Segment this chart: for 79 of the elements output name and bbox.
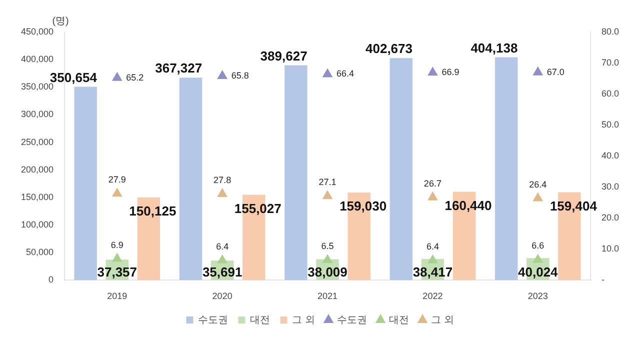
data-label: 27.1 [318,177,336,188]
data-label: 37,357 [97,264,138,280]
bar [179,78,202,280]
y-tick-label: 250,000 [20,136,54,147]
y2-tick-label: 50.0 [601,120,620,130]
data-label: 160,440 [444,198,492,213]
y2-tick-label: 40.0 [601,150,620,161]
data-label: 66.4 [336,68,354,79]
point [112,72,122,81]
data-label: 40,024 [518,264,559,280]
legend-label: 수도권 [337,314,367,326]
y2-tick-label: 80.0 [601,26,620,36]
y2-tick-label: 20.0 [601,212,620,223]
y-tick-label: 300,000 [20,109,54,120]
data-label: 38,417 [412,264,453,280]
point [112,253,122,262]
data-label: 367,327 [155,60,202,76]
data-label: 27.9 [108,174,126,185]
y-tick-label: 150,000 [20,192,54,202]
y2-tick-label: 60.0 [601,88,620,99]
x-tick-label: 2023 [528,291,548,302]
legend-label: 그 외 [292,314,316,326]
x-tick-label: 2020 [212,291,232,302]
legend-label: 대전 [250,314,270,326]
legend-label: 대전 [389,314,409,326]
x-tick-label: 2019 [107,291,128,302]
data-label: 159,030 [340,198,387,214]
y2-tick-label: 70.0 [601,58,620,68]
point [322,68,332,78]
legend-label: 수도권 [198,314,228,326]
y-tick-label: 450,000 [20,26,54,36]
data-label: 6.4 [426,241,439,252]
data-label: 402,673 [366,41,412,56]
y-tick-label: 200,000 [20,164,54,174]
y-tick-label: 0 [48,274,54,285]
data-label: 66.9 [442,67,460,78]
data-label: 6.4 [216,241,229,252]
data-label: 6.6 [532,240,544,251]
point [428,67,438,76]
x-tick-label: 2021 [317,291,338,302]
data-label: 38,009 [308,264,348,280]
bar [390,58,412,280]
point [217,254,228,264]
legend-label: 그 외 [431,314,454,326]
point [533,192,543,202]
point [322,190,332,200]
y2-tick-label: 30.0 [601,182,620,192]
data-label: 404,138 [470,40,518,56]
data-label: 6.5 [321,241,334,252]
bar [494,57,518,280]
data-label: 67.0 [546,66,564,77]
point [428,192,438,200]
bar [74,86,97,280]
data-label: 35,691 [202,264,242,280]
y-tick-label: 400,000 [20,54,54,64]
x-tick-label: 2022 [422,291,443,302]
data-label: 389,627 [260,48,308,64]
data-label: 150,125 [129,203,176,218]
data-label: 26.7 [424,178,442,188]
point [112,188,122,197]
data-label: 65.2 [126,72,144,82]
bar [284,65,308,280]
point [533,254,543,263]
y-axis-title: (명) [52,16,69,27]
data-label: 65.8 [231,70,249,81]
data-label: 159,404 [550,198,598,214]
point [322,254,332,264]
point [217,70,228,80]
y2-tick-label: 10.0 [601,244,620,254]
point [428,254,438,264]
point [533,66,543,76]
point [217,188,228,197]
y-tick-label: 50,000 [26,247,54,258]
data-label: 26.4 [529,179,547,190]
data-label: 6.9 [110,240,124,250]
data-label: 155,027 [234,200,282,216]
y-tick-label: 100,000 [20,220,54,230]
y2-tick-label: - [601,274,604,285]
data-label: 27.8 [214,174,232,185]
